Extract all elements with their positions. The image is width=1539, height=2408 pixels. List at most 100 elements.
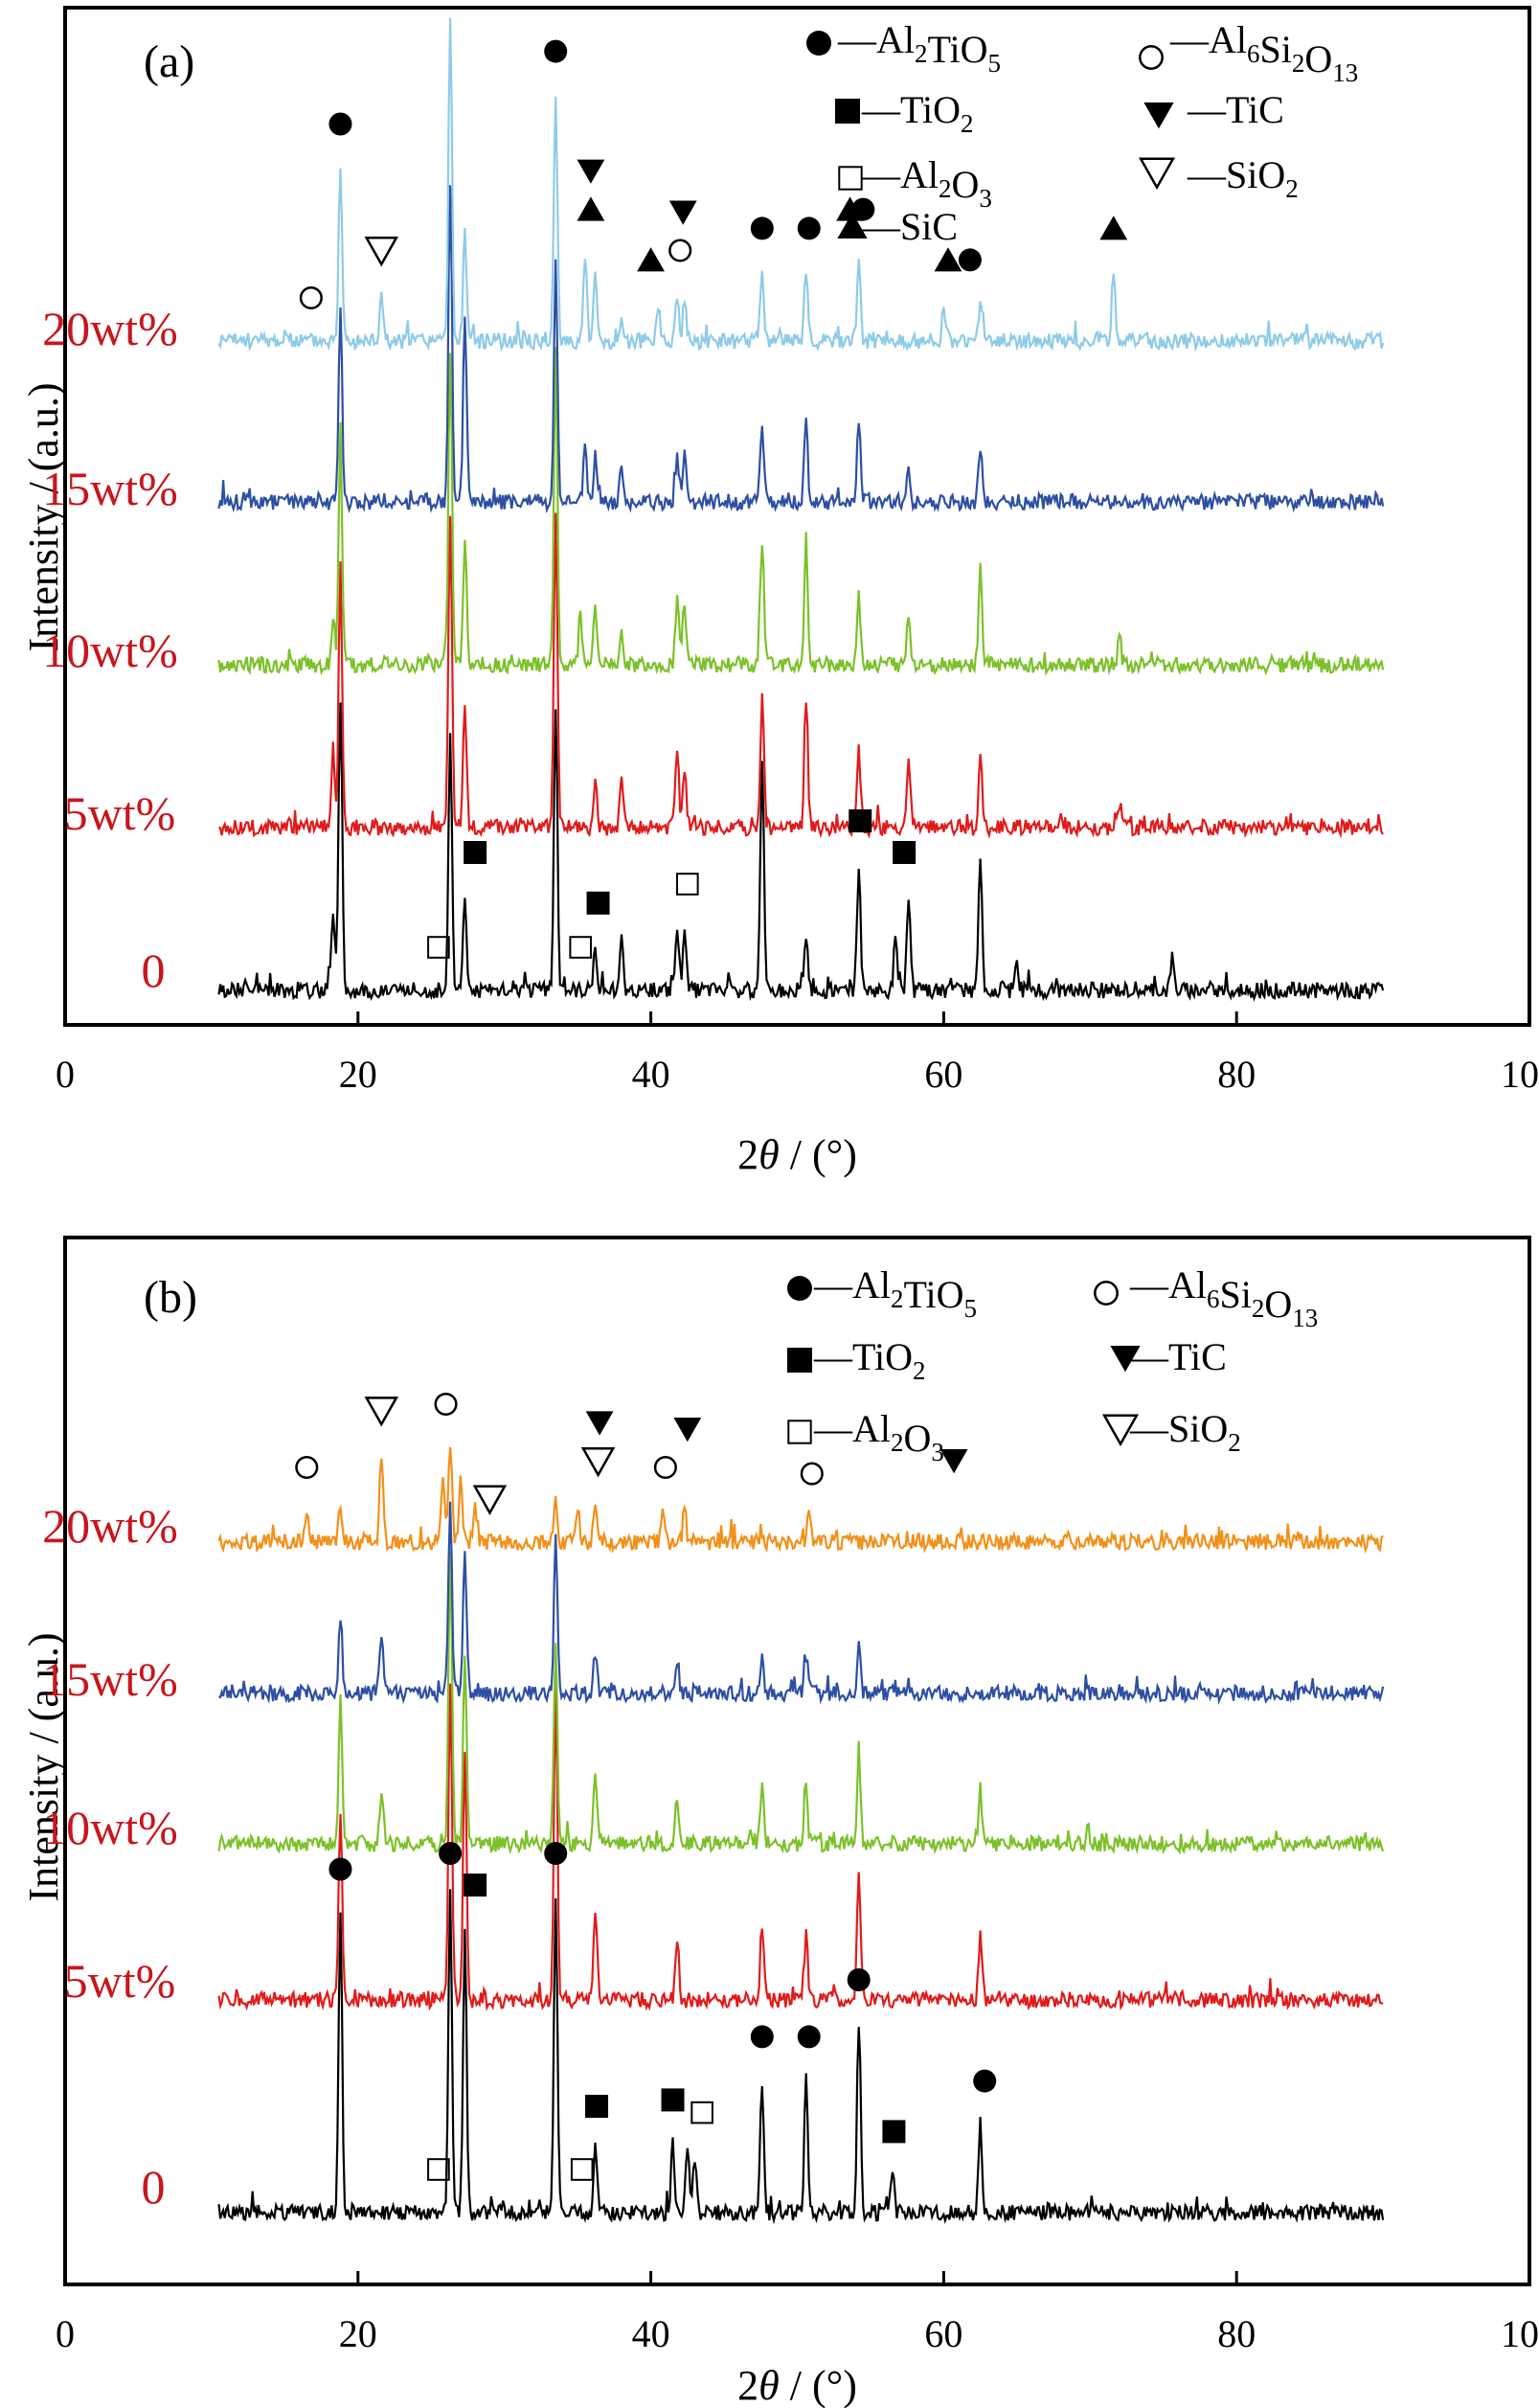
x-tick-label: 40: [632, 1053, 670, 1096]
series-label: 10wt%: [42, 1801, 178, 1854]
series-label: 5wt%: [64, 786, 176, 840]
phase-marker-open-square: [676, 873, 699, 896]
legend-entry: —TiC: [1187, 88, 1284, 131]
legend-entry: —SiO2: [1129, 1407, 1241, 1457]
phase-marker-filled-circle: [851, 197, 875, 221]
phase-marker-filled-square: [882, 2120, 906, 2144]
series-label: 20wt%: [42, 1499, 178, 1553]
phase-marker-open-circle: [299, 285, 323, 310]
phase-marker-open-square: [690, 2101, 713, 2124]
phase-marker-filled-circle: [328, 1857, 352, 1881]
phase-marker-filled-circle: [797, 216, 821, 240]
series-label: 5wt%: [64, 1954, 176, 2008]
y-axis-title: Intensity / (a.u.): [20, 382, 67, 651]
phase-marker-open-square: [427, 936, 450, 959]
legend-marker-open-circle: [1139, 45, 1164, 70]
plot-frame: [63, 1236, 1531, 2286]
legend-marker-filled-circle: [787, 1276, 812, 1301]
chart-panel-a: 0 20 40 60 80 100 2θ / (°) Intensity / (a.u.) (a…: [20, 6, 1539, 1178]
phase-marker-filled-circle: [750, 216, 774, 240]
series-line-0: [217, 1889, 1385, 2225]
series-label: 15wt%: [42, 1652, 178, 1706]
phase-marker-filled-triangle-up: [577, 196, 605, 221]
legend-marker-open-triangle-down: [1138, 157, 1176, 191]
series-line-15wtpct: [218, 1501, 1385, 1706]
phase-marker-open-triangle-down: [580, 1446, 616, 1478]
legend-entry: —Al6Si2O13: [1169, 18, 1358, 87]
legend-marker-open-triangle-down: [1101, 1414, 1140, 1447]
legend-entry: —Al2O3: [813, 1407, 944, 1466]
series-line-5wtpct: [217, 512, 1384, 839]
x-tick-label: 20: [339, 2312, 377, 2355]
panel-label: (a): [144, 36, 194, 87]
phase-marker-filled-circle: [750, 2025, 774, 2049]
phase-marker-filled-triangle-up: [637, 247, 665, 272]
legend-entry: —TiO2: [861, 88, 974, 138]
phase-marker-filled-triangle-up: [1099, 216, 1128, 240]
x-tick-label: 40: [632, 2312, 670, 2355]
x-tick-label: 100: [1501, 2312, 1539, 2355]
phase-marker-filled-triangle-down: [585, 1411, 614, 1436]
series-label: 0: [142, 943, 166, 997]
legend-entry: —TiO2: [813, 1335, 926, 1385]
legend-marker-open-square: [838, 166, 863, 191]
legend-marker-filled-triangle-down: [1143, 102, 1174, 129]
legend-entry: —Al2O3: [861, 153, 992, 213]
phase-marker-open-circle: [295, 1455, 319, 1480]
series-label: 15wt%: [42, 462, 178, 515]
phase-marker-filled-square: [464, 841, 487, 864]
phase-marker-filled-triangle-up: [934, 247, 962, 272]
legend-marker-open-circle: [1094, 1281, 1119, 1306]
legend-entry: —TiC: [1129, 1335, 1227, 1378]
x-tick-label: 20: [339, 1053, 377, 1096]
legend-marker-open-square: [787, 1420, 812, 1444]
phase-marker-filled-triangle-down: [577, 159, 605, 184]
phase-marker-filled-circle: [958, 248, 982, 272]
phase-marker-open-circle: [668, 239, 692, 262]
series-line-20wtpct: [217, 17, 1385, 352]
phase-marker-filled-circle: [797, 2025, 821, 2049]
phase-marker-filled-circle: [544, 39, 568, 63]
x-tick-label: 60: [924, 2312, 962, 2355]
legend-marker-filled-square: [835, 99, 860, 124]
phase-marker-filled-square: [893, 841, 917, 864]
phase-marker-filled-circle: [973, 2069, 997, 2093]
phase-marker-filled-triangle-down: [939, 1449, 968, 1474]
phase-marker-open-triangle-down: [364, 1397, 399, 1427]
phase-marker-open-square: [427, 2158, 450, 2181]
phase-marker-filled-triangle-down: [673, 1418, 702, 1443]
series-label: 10wt%: [42, 624, 178, 677]
phase-marker-open-square: [569, 936, 593, 959]
phase-marker-open-circle: [434, 1392, 458, 1417]
phase-marker-filled-square: [464, 1874, 487, 1897]
x-tick-label: 100: [1501, 1053, 1539, 1096]
x-axis-title: 2θ / (°): [737, 1131, 857, 1178]
phase-marker-open-circle: [800, 1462, 824, 1486]
legend-marker-filled-triangle-down: [1110, 1346, 1141, 1373]
legend-marker-filled-circle: [806, 31, 831, 56]
phase-marker-filled-circle: [439, 1842, 463, 1865]
phase-marker-open-circle: [653, 1455, 677, 1480]
x-tick-label: 0: [56, 1053, 75, 1096]
phase-marker-filled-circle: [328, 112, 352, 136]
phase-marker-filled-square: [849, 809, 872, 832]
legend-entry: —Al6Si2O13: [1129, 1263, 1318, 1332]
legend-entry: —Al2TiO5: [837, 18, 1001, 78]
phase-marker-filled-square: [661, 2088, 685, 2112]
legend-entry: —SiO2: [1187, 153, 1299, 203]
phase-marker-filled-square: [585, 2095, 609, 2118]
series-line-0: [217, 702, 1385, 1002]
series-line-5wtpct: [217, 1683, 1384, 2012]
y-axis-title: Intensity / (a.u.): [20, 1632, 67, 1901]
series-line-20wtpct: [217, 1446, 1384, 1555]
phase-marker-filled-circle: [847, 1968, 871, 1991]
phase-marker-open-triangle-down: [472, 1485, 508, 1515]
phase-marker-filled-square: [586, 891, 610, 915]
x-tick-label: 60: [924, 1053, 962, 1096]
phase-marker-open-triangle-down: [364, 237, 399, 267]
x-tick-label: 0: [56, 2312, 75, 2355]
legend-entry: —SiC: [861, 205, 958, 248]
legend-entry: —Al2TiO5: [813, 1263, 977, 1323]
x-axis-title: 2θ / (°): [737, 2362, 857, 2408]
legend-marker-filled-square: [787, 1348, 812, 1373]
